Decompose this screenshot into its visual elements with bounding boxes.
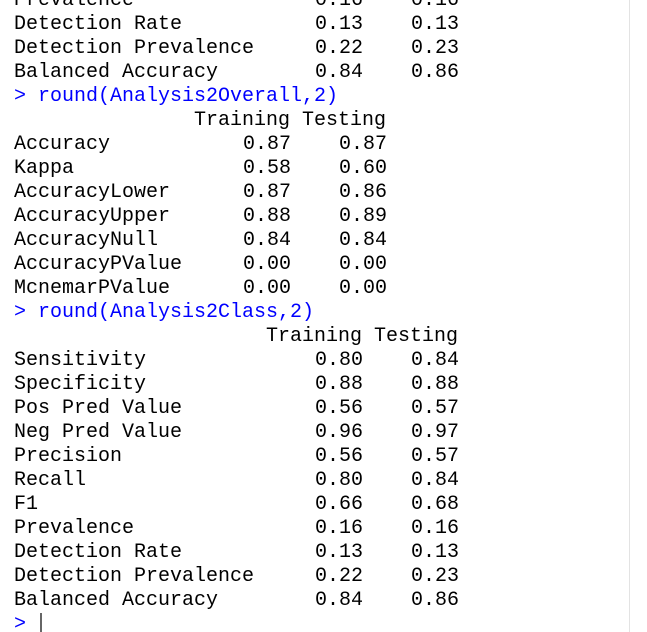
row-label: AccuracyLower	[14, 181, 170, 204]
row-label: AccuracyUpper	[14, 205, 170, 228]
cell-value: 0.60	[339, 157, 387, 180]
cell-value: 0.57	[411, 397, 459, 420]
cell-value: 0.66	[315, 493, 363, 516]
row-label: Detection Rate	[14, 541, 182, 564]
row-label: Precision	[14, 445, 122, 468]
cell-value: 0.86	[339, 181, 387, 204]
row-label: Pos Pred Value	[14, 397, 182, 420]
cell-value: 0.96	[315, 421, 363, 444]
row-label: AccuracyPValue	[14, 253, 182, 276]
cell-value: 0.89	[339, 205, 387, 228]
column-header: Testing	[302, 109, 386, 132]
row-label: Specificity	[14, 373, 146, 396]
row-label: Detection Prevalence	[14, 565, 254, 588]
row-label: Kappa	[14, 157, 74, 180]
column-header: Training	[266, 325, 362, 348]
cell-value: 0.58	[243, 157, 291, 180]
row-label: Detection Prevalence	[14, 37, 254, 60]
cell-value: 0.00	[339, 253, 387, 276]
row-label: Balanced Accuracy	[14, 589, 218, 612]
row-label: Sensitivity	[14, 349, 146, 372]
row-label: Prevalence	[14, 0, 134, 12]
cell-value: 0.16	[315, 517, 363, 540]
cell-value: 0.13	[315, 13, 363, 36]
cell-value: 0.16	[315, 0, 363, 12]
cell-value: 0.87	[243, 133, 291, 156]
cell-value: 0.84	[315, 589, 363, 612]
cell-value: 0.00	[243, 277, 291, 300]
cell-value: 0.56	[315, 445, 363, 468]
row-label: F1	[14, 493, 38, 516]
prompt: >	[14, 301, 26, 324]
prompt: >	[14, 613, 26, 632]
cell-value: 0.22	[315, 37, 363, 60]
cell-value: 0.88	[315, 373, 363, 396]
cell-value: 0.23	[411, 37, 459, 60]
cell-value: 0.00	[243, 253, 291, 276]
row-label: Balanced Accuracy	[14, 61, 218, 84]
cell-value: 0.23	[411, 565, 459, 588]
cell-value: 0.88	[411, 373, 459, 396]
prompt: >	[14, 85, 26, 108]
cell-value: 0.16	[411, 517, 459, 540]
row-label: Neg Pred Value	[14, 421, 182, 444]
command-text: round(Analysis2Overall,2)	[38, 85, 338, 108]
row-label: AccuracyNull	[14, 229, 158, 252]
cell-value: 0.80	[315, 469, 363, 492]
cell-value: 0.00	[339, 277, 387, 300]
cell-value: 0.80	[315, 349, 363, 372]
cell-value: 0.86	[411, 589, 459, 612]
cell-value: 0.56	[315, 397, 363, 420]
cell-value: 0.84	[315, 61, 363, 84]
cell-value: 0.87	[339, 133, 387, 156]
row-label: Detection Rate	[14, 13, 182, 36]
cell-value: 0.13	[315, 541, 363, 564]
cell-value: 0.13	[411, 541, 459, 564]
cell-value: 0.84	[243, 229, 291, 252]
cell-value: 0.84	[411, 349, 459, 372]
row-label: McnemarPValue	[14, 277, 170, 300]
row-label: Accuracy	[14, 133, 110, 156]
row-label: Recall	[14, 469, 86, 492]
command-text: round(Analysis2Class,2)	[38, 301, 314, 324]
cell-value: 0.57	[411, 445, 459, 468]
cell-value: 0.86	[411, 61, 459, 84]
cell-value: 0.13	[411, 13, 459, 36]
cell-value: 0.84	[339, 229, 387, 252]
cell-value: 0.68	[411, 493, 459, 516]
cell-value: 0.87	[243, 181, 291, 204]
cell-value: 0.16	[411, 0, 459, 12]
cell-value: 0.22	[315, 565, 363, 588]
cell-value: 0.84	[411, 469, 459, 492]
row-label: Prevalence	[14, 517, 134, 540]
column-header: Testing	[374, 325, 458, 348]
cell-value: 0.88	[243, 205, 291, 228]
column-header: Training	[194, 109, 290, 132]
cell-value: 0.97	[411, 421, 459, 444]
